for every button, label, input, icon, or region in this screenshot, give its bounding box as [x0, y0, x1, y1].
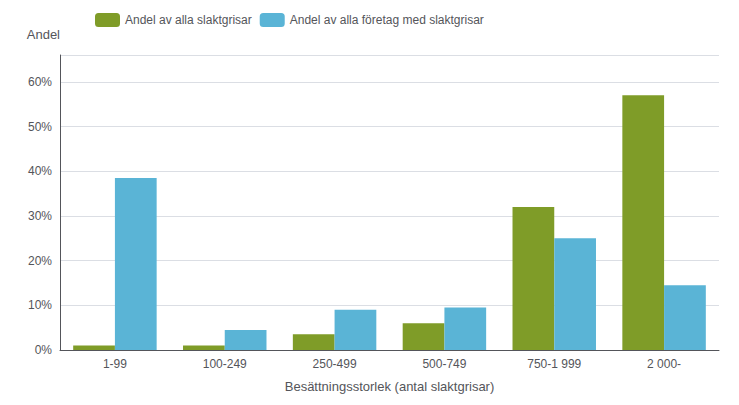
svg-text:1-99: 1-99 — [103, 357, 127, 371]
svg-text:60%: 60% — [28, 75, 52, 89]
svg-text:10%: 10% — [28, 298, 52, 312]
svg-text:50%: 50% — [28, 120, 52, 134]
svg-text:Besättningsstorlek (antal slak: Besättningsstorlek (antal slaktgrisar) — [285, 379, 495, 394]
svg-text:Andel: Andel — [27, 27, 60, 42]
svg-text:100-249: 100-249 — [203, 357, 247, 371]
svg-text:250-499: 250-499 — [313, 357, 357, 371]
svg-text:750-1 999: 750-1 999 — [527, 357, 581, 371]
svg-text:Andel av alla slaktgrisar: Andel av alla slaktgrisar — [125, 13, 252, 27]
svg-text:40%: 40% — [28, 164, 52, 178]
svg-text:0%: 0% — [35, 343, 53, 357]
svg-text:500-749: 500-749 — [422, 357, 466, 371]
svg-text:30%: 30% — [28, 209, 52, 223]
svg-text:20%: 20% — [28, 254, 52, 268]
svg-text:2 000-: 2 000- — [647, 357, 681, 371]
svg-text:Andel av alla företag med slak: Andel av alla företag med slaktgrisar — [290, 13, 484, 27]
